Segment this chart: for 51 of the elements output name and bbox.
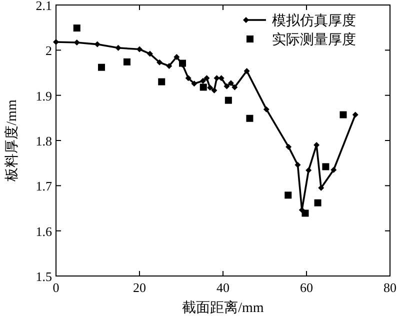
point: [352, 112, 358, 118]
point: [330, 166, 337, 173]
x-tick-label: 80: [384, 280, 396, 295]
point: [286, 144, 292, 150]
point: [200, 78, 206, 84]
legend-label: 模拟仿真厚度: [272, 13, 356, 29]
y-tick-label: 1.5: [36, 269, 52, 284]
point: [146, 50, 153, 57]
point: [166, 62, 172, 69]
point: [224, 83, 230, 90]
point: [207, 84, 214, 91]
point: [284, 192, 292, 199]
point: [156, 59, 163, 66]
y-tick-label: 1.6: [36, 224, 52, 239]
point: [228, 80, 234, 86]
point: [232, 84, 238, 90]
point: [314, 199, 322, 206]
point: [246, 114, 254, 122]
y-tick-label: 2.1: [36, 0, 52, 13]
point: [211, 87, 218, 94]
point: [98, 64, 106, 71]
x-tick-label: 60: [300, 280, 313, 295]
point: [158, 78, 166, 86]
point: [115, 44, 122, 51]
point: [224, 96, 232, 104]
point: [294, 162, 301, 168]
point: [200, 84, 207, 91]
point: [322, 163, 330, 170]
point: [340, 111, 347, 118]
y-tick-label: 1.7: [36, 178, 52, 194]
point: [136, 46, 142, 52]
x-axis-title: 截面距离/mm: [182, 300, 264, 316]
x-tick-label: 40: [216, 280, 230, 295]
point: [123, 58, 130, 66]
point: [174, 54, 180, 60]
point: [306, 167, 312, 174]
y-tick-label: 1.9: [36, 88, 52, 104]
legend-label: 实际测量厚度: [272, 32, 356, 48]
point: [244, 68, 250, 74]
x-tick-label: 0: [52, 280, 60, 295]
point: [204, 75, 210, 82]
point: [185, 75, 192, 82]
point: [73, 24, 80, 32]
y-axis-title: 板料厚度/mm: [4, 100, 20, 182]
point: [318, 184, 324, 191]
y-tick-label: 1.8: [36, 134, 52, 148]
point: [263, 106, 270, 112]
y-tick-label: 2: [46, 43, 52, 58]
point: [302, 210, 309, 217]
x-tick-label: 20: [133, 280, 146, 295]
point: [191, 80, 198, 87]
